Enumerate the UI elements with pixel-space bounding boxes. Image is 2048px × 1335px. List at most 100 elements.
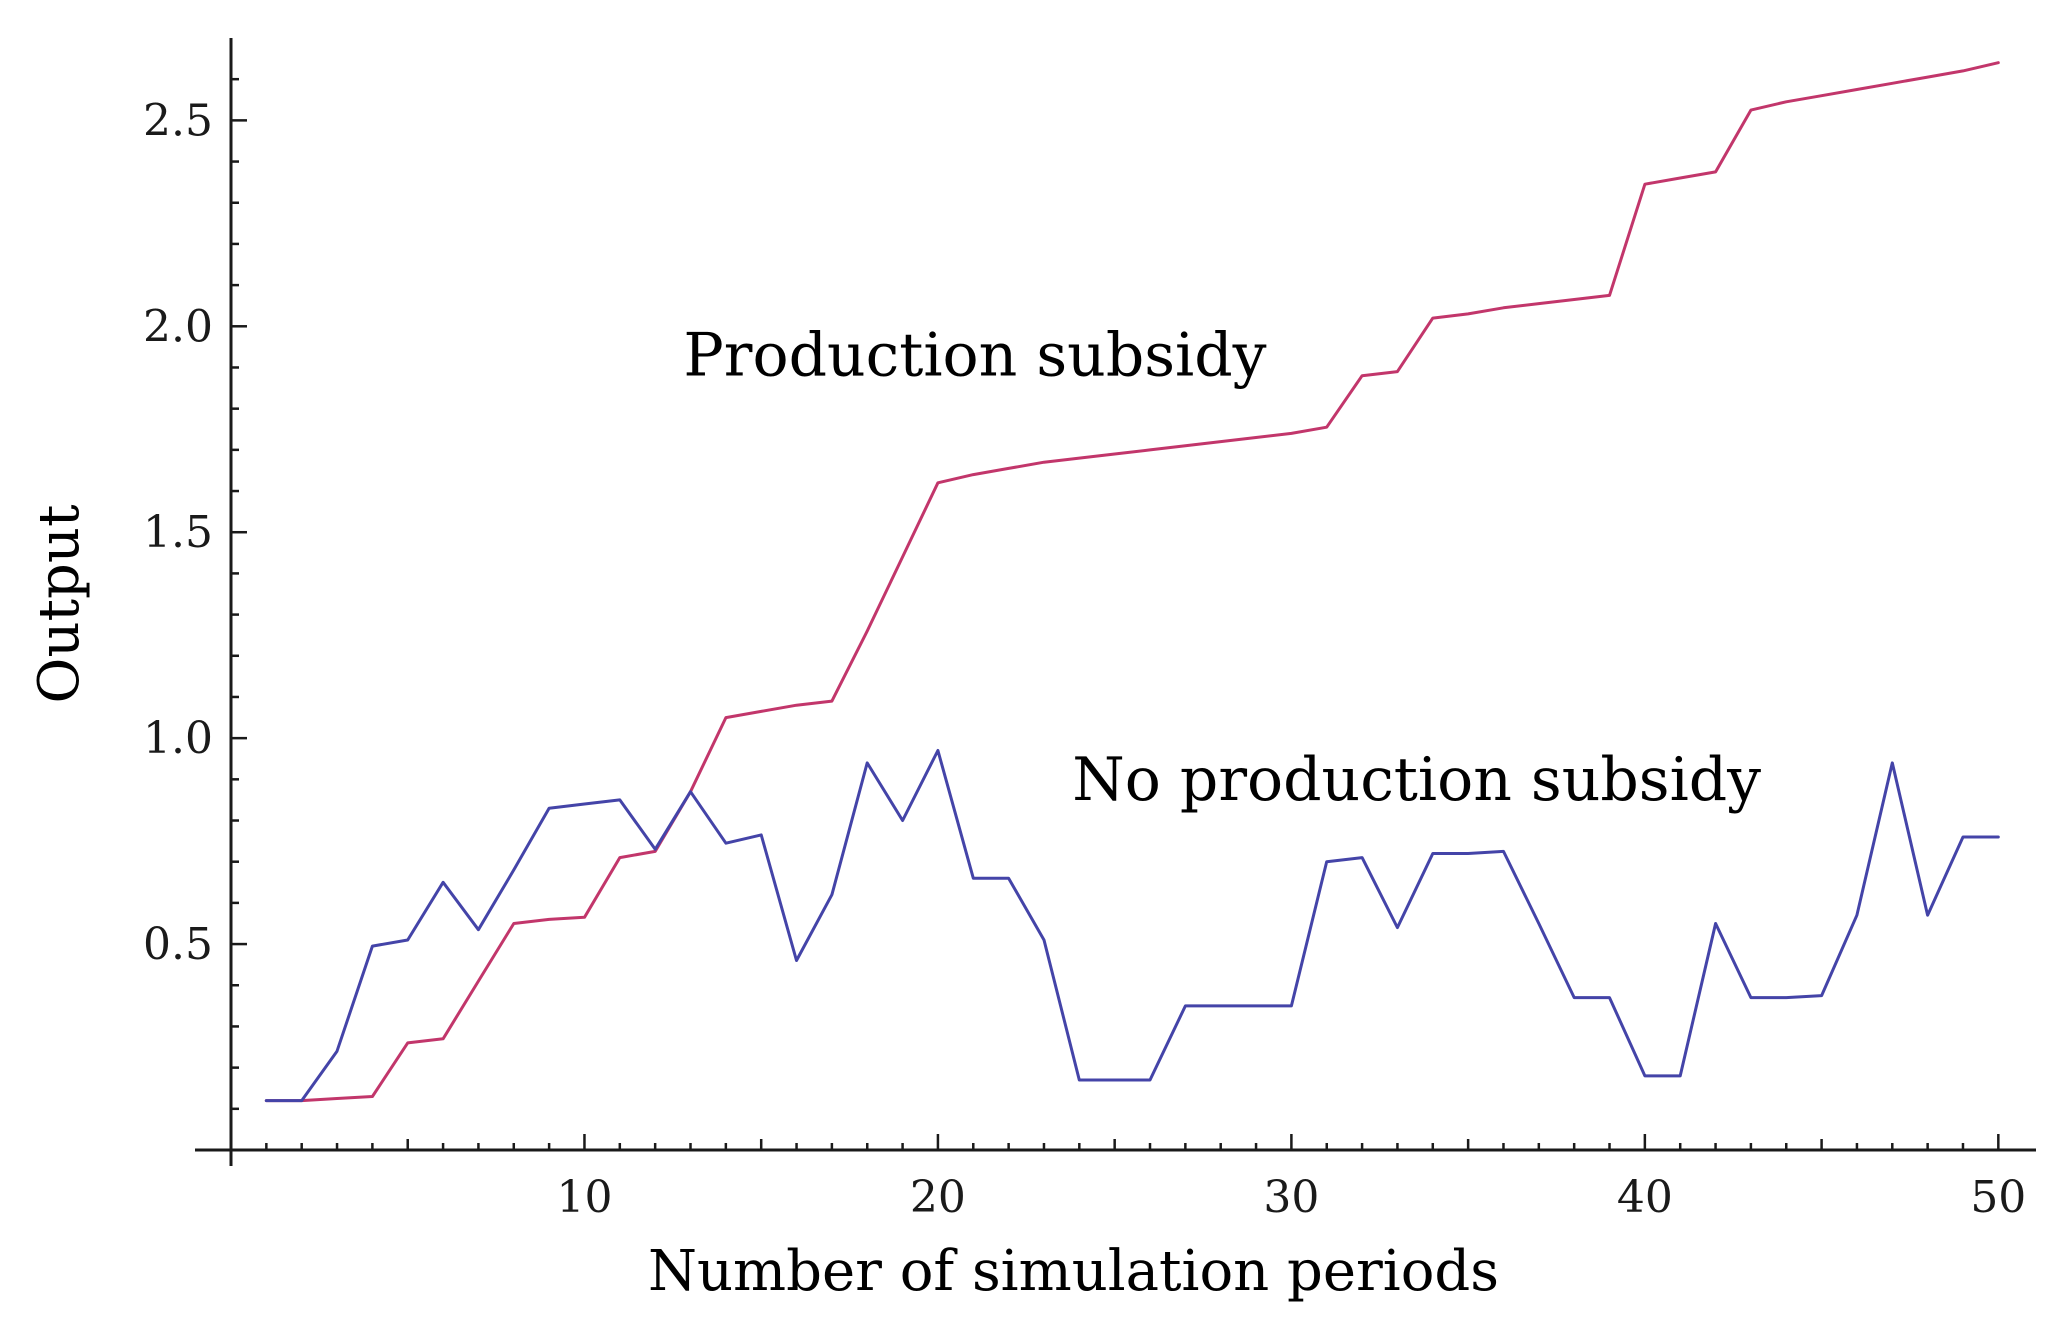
data-point: [1147, 447, 1153, 453]
data-point: [617, 855, 623, 861]
data-point: [1960, 834, 1966, 840]
data-point: [723, 840, 729, 846]
data-point: [1536, 921, 1542, 927]
data-point: [794, 958, 800, 964]
data-point: [864, 760, 870, 766]
data-point: [829, 892, 835, 898]
data-point: [1607, 292, 1613, 298]
data-point: [405, 1040, 411, 1046]
y-tick-label: 1.0: [143, 713, 213, 764]
data-point: [511, 867, 517, 873]
data-point: [1501, 848, 1507, 854]
x-ticks: 10 20 30 40 50: [265, 1134, 2026, 1223]
data-point: [1006, 465, 1012, 471]
data-point: [440, 1036, 446, 1042]
data-point: [1394, 925, 1400, 931]
data-point: [970, 875, 976, 881]
data-point: [475, 978, 481, 984]
x-tick-label: 30: [1263, 1172, 1319, 1223]
data-point: [652, 846, 658, 852]
data-point: [1748, 107, 1754, 113]
data-point: [1324, 424, 1330, 430]
data-point: [794, 702, 800, 708]
data-point: [1642, 1073, 1648, 1079]
data-point: [1889, 80, 1895, 86]
data-point: [1112, 1077, 1118, 1083]
data-point: [1889, 760, 1895, 766]
data-point: [1359, 855, 1365, 861]
data-point: [1182, 1003, 1188, 1009]
data-point: [1253, 1003, 1259, 1009]
data-point: [1783, 99, 1789, 105]
series-layer: [263, 60, 2001, 1104]
x-tick-label: 50: [1970, 1172, 2026, 1223]
data-point: [935, 748, 941, 754]
y-tick-label: 1.5: [143, 507, 213, 558]
data-point: [1995, 60, 2001, 66]
data-point: [1536, 301, 1542, 307]
data-point: [1819, 93, 1825, 99]
data-point: [935, 480, 941, 486]
data-point: [1465, 311, 1471, 317]
data-point: [299, 1098, 305, 1104]
data-point: [1430, 851, 1436, 857]
data-point: [263, 1098, 269, 1104]
data-point: [546, 805, 552, 811]
data-point: [1253, 435, 1259, 441]
x-axis-title: Number of simulation periods: [648, 1239, 1499, 1304]
data-point: [1713, 169, 1719, 175]
annotations: Production subsidy No production subsidy: [683, 321, 1761, 815]
data-point: [723, 715, 729, 721]
data-point: [1359, 373, 1365, 379]
data-point: [617, 797, 623, 803]
data-point: [970, 472, 976, 478]
data-point: [864, 628, 870, 634]
data-point: [1006, 875, 1012, 881]
data-point: [1501, 305, 1507, 311]
y-axis-title: Output: [27, 504, 92, 703]
data-point: [440, 879, 446, 885]
y-tick-label: 2.5: [143, 95, 213, 146]
data-point: [405, 937, 411, 943]
data-point: [1324, 859, 1330, 865]
x-tick-label: 10: [556, 1172, 612, 1223]
data-point: [1041, 459, 1047, 465]
y-tick-label: 0.5: [143, 919, 213, 970]
data-point: [1430, 315, 1436, 321]
data-point: [1041, 937, 1047, 943]
data-point: [1147, 1077, 1153, 1083]
data-point: [900, 818, 906, 824]
data-point: [1288, 430, 1294, 436]
data-point: [1607, 995, 1613, 1001]
y-ticks: 0.5 1.0 1.5 2.0 2.5: [143, 77, 247, 1111]
series-line: [264, 749, 2000, 1103]
data-point: [582, 914, 588, 920]
data-point: [1642, 181, 1648, 187]
data-point: [582, 801, 588, 807]
data-point: [1218, 1003, 1224, 1009]
x-tick-label: 20: [910, 1172, 966, 1223]
data-point: [829, 698, 835, 704]
y-tick-label: 2.0: [143, 301, 213, 352]
data-point: [475, 927, 481, 933]
series-no-production-subsidy: [263, 748, 2000, 1104]
data-point: [1713, 921, 1719, 927]
data-point: [369, 943, 375, 949]
data-point: [1465, 851, 1471, 857]
data-point: [511, 921, 517, 927]
data-point: [334, 1096, 340, 1102]
data-point: [1677, 175, 1683, 181]
data-point: [1218, 439, 1224, 445]
data-point: [1076, 1077, 1082, 1083]
data-point: [1571, 995, 1577, 1001]
data-point: [1571, 297, 1577, 303]
data-point: [688, 789, 694, 795]
annotation-label: No production subsidy: [1072, 745, 1761, 815]
data-point: [1854, 912, 1860, 918]
data-point: [1112, 451, 1118, 457]
data-point: [900, 554, 906, 560]
data-point: [1925, 74, 1931, 80]
data-point: [1677, 1073, 1683, 1079]
data-point: [334, 1048, 340, 1054]
